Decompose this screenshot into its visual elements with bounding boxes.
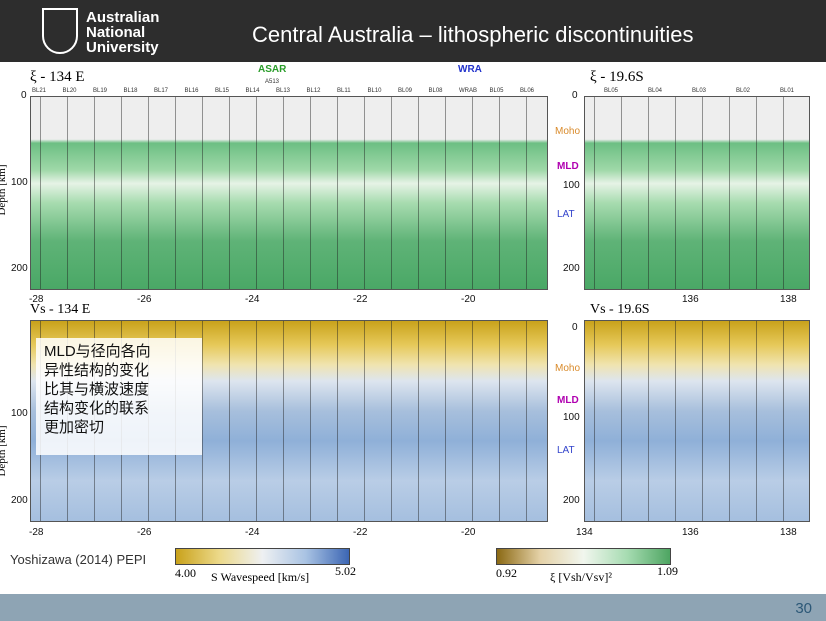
note-line: 异性结构的变化 xyxy=(44,362,150,379)
station-label: BL15 xyxy=(215,88,230,94)
x-tick: 136 xyxy=(682,294,699,305)
panel-title: ξ - 134 E xyxy=(30,69,85,85)
note-line: 结构变化的联系 xyxy=(44,400,150,417)
station-label: BL03 xyxy=(692,88,707,94)
logo-line: National xyxy=(86,24,146,41)
x-tick: 138 xyxy=(780,527,797,538)
x-tick: -22 xyxy=(353,527,368,538)
station-label: BL20 xyxy=(62,88,77,94)
station-label: BL14 xyxy=(245,88,260,94)
crest-icon xyxy=(42,8,78,54)
colorbar-label: ξ [Vsh/Vsv]² xyxy=(550,570,612,584)
station-label: BL12 xyxy=(306,88,321,94)
station-label: BL05 xyxy=(489,88,504,94)
x-tick: -26 xyxy=(137,294,152,305)
station-label: BL13 xyxy=(276,88,291,94)
panel-title: ξ - 19.6S xyxy=(590,69,644,85)
y-tick: 0 xyxy=(21,90,27,101)
lat-label: LAT xyxy=(557,209,575,220)
mld-label: MLD xyxy=(557,161,579,172)
x-tick: -24 xyxy=(245,294,260,305)
x-tick: -26 xyxy=(137,527,152,538)
y-tick: 100 xyxy=(11,408,28,419)
station-label: BL17 xyxy=(154,88,169,94)
moho-label: Moho xyxy=(555,126,581,137)
station-label: BL09 xyxy=(398,88,413,94)
xi-section-134e xyxy=(30,96,548,290)
colorbar-max: 5.02 xyxy=(335,564,356,578)
page-number: 30 xyxy=(795,600,812,617)
colorbar-min: 0.92 xyxy=(496,566,517,580)
colorbar-min: 4.00 xyxy=(175,566,196,580)
y-tick: 200 xyxy=(11,263,28,274)
y-tick: 0 xyxy=(572,90,578,101)
y-tick: 100 xyxy=(11,177,28,188)
x-tick: -28 xyxy=(29,294,44,305)
station-label: BL01 xyxy=(780,88,795,94)
station-label: BL10 xyxy=(367,88,382,94)
panel-title: Vs - 134 E xyxy=(30,302,91,317)
y-axis-label: Depth [km] xyxy=(0,164,8,216)
station-label: BL16 xyxy=(184,88,199,94)
y-tick: 0 xyxy=(572,322,578,333)
note-line: 比其与横波速度 xyxy=(44,381,150,398)
x-tick: -28 xyxy=(29,527,44,538)
panel-title: Vs - 19.6S xyxy=(590,302,650,317)
colorbar-label: S Wavespeed [km/s] xyxy=(211,570,310,584)
wra-label: WRA xyxy=(458,64,482,75)
station-label: BL04 xyxy=(648,88,663,94)
annotation-box: MLD与径向各向 异性结构的变化 比其与横波速度 结构变化的联系 更加密切 xyxy=(36,338,202,455)
y-axis-label: Depth [km] xyxy=(0,425,8,477)
x-tick: 134 xyxy=(576,527,593,538)
x-tick: -20 xyxy=(461,294,476,305)
x-tick: -22 xyxy=(353,294,368,305)
x-tick: -20 xyxy=(461,527,476,538)
note-line: MLD与径向各向 xyxy=(44,343,151,360)
y-tick: 100 xyxy=(563,180,580,191)
x-tick: 136 xyxy=(682,527,699,538)
station-label: BL05 xyxy=(604,88,619,94)
vs-colorbar xyxy=(175,548,350,565)
anu-logo: Australian National University xyxy=(42,8,177,58)
station-label: BL08 xyxy=(428,88,443,94)
x-tick: 138 xyxy=(780,294,797,305)
y-tick: 100 xyxy=(563,412,580,423)
colorbar-max: 1.09 xyxy=(657,564,678,578)
footer-bar: 30 xyxy=(0,594,826,621)
moho-label: Moho xyxy=(555,363,581,374)
xi-colorbar xyxy=(496,548,671,565)
a513-label: A513 xyxy=(265,79,280,85)
y-tick: 200 xyxy=(11,495,28,506)
xi-section-19-6s xyxy=(584,96,810,290)
citation: Yoshizawa (2014) PEPI xyxy=(10,552,147,567)
asar-label: ASAR xyxy=(258,64,287,75)
x-tick: -24 xyxy=(245,527,260,538)
station-label: BL06 xyxy=(520,88,535,94)
y-tick: 200 xyxy=(563,263,580,274)
station-label: BL21 xyxy=(32,88,47,94)
logo-line: Australian xyxy=(86,9,160,26)
station-label: BL19 xyxy=(93,88,108,94)
slide-title: Central Australia – lithospheric discont… xyxy=(252,22,694,47)
station-label: WRAB xyxy=(459,88,477,94)
header: Australian National University Central Aus… xyxy=(0,0,826,62)
lat-label: LAT xyxy=(557,445,575,456)
y-tick: 200 xyxy=(563,495,580,506)
station-label: BL11 xyxy=(337,88,351,94)
station-label: BL18 xyxy=(123,88,138,94)
logo-line: University xyxy=(86,39,159,56)
station-label: BL02 xyxy=(736,88,751,94)
mld-label: MLD xyxy=(557,395,579,406)
note-line: 更加密切 xyxy=(44,419,105,436)
vs-section-19-6s xyxy=(584,320,810,522)
